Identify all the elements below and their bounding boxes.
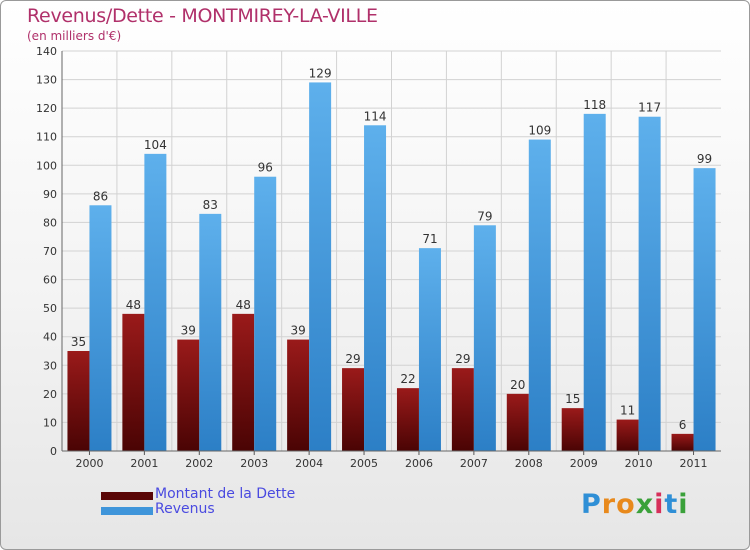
debt-bar [67,351,90,451]
y-axis-ticks: 0 10 20 30 40 50 60 70 80 90 100 110 120 130 140 [36,45,57,458]
debt-bar [561,408,584,451]
revenue-bar [89,205,112,451]
revenue-value-label: 79 [477,209,492,223]
revenue-bar [309,82,332,451]
debt-value-label: 6 [679,418,687,432]
revenue-bar [528,139,551,452]
y-tick-label: 90 [43,188,57,201]
debt-value-label: 35 [71,335,86,349]
chart-subtitle: (en milliers d'€) [27,29,122,43]
axes [61,51,721,452]
x-tick-label: 2000 [75,457,103,470]
revenue-bar [583,113,606,451]
y-tick-label: 20 [43,388,57,401]
debt-bar [451,368,474,451]
x-tick-label: 2002 [185,457,213,470]
x-tick-label: 2003 [240,457,268,470]
debt-bar [287,339,310,451]
legend-label-debt: Montant de la Dette [155,486,296,502]
y-tick-label: 130 [36,74,57,87]
grid-lines [62,50,721,452]
debt-bar [342,368,365,451]
x-tick-label: 2004 [295,457,323,470]
debt-bar [671,433,694,451]
revenue-value-label: 109 [528,124,551,138]
debt-bar [396,388,419,451]
x-tick-label: 2001 [130,457,158,470]
debt-bar [506,393,529,451]
y-tick-label: 40 [43,331,57,344]
legend-swatch-revenue [101,507,153,515]
revenue-bar [144,153,167,451]
y-tick-label: 0 [50,445,57,458]
revenue-bar [254,176,277,451]
revenue-bar [364,125,387,452]
debt-value-label: 48 [126,298,141,312]
chart-title: Revenus/Dette - MONTMIREY-LA-VILLE [27,5,378,27]
debt-value-label: 29 [345,352,360,366]
y-tick-label: 110 [36,131,57,144]
x-tick-label: 2005 [350,457,378,470]
revenue-value-label: 83 [203,198,218,212]
data-labels: 35 86 48 104 39 83 48 96 39 129 29 114 22 71 29 79 20 109… [71,66,712,431]
bars [67,82,716,452]
revenue-bar [418,248,441,451]
x-tick-label: 2011 [680,457,708,470]
debt-bar [616,419,639,451]
revenue-bar [473,225,496,451]
revenue-value-label: 71 [422,232,437,246]
revenue-bar [693,168,716,451]
y-tick-label: 30 [43,359,57,372]
x-tick-label: 2009 [570,457,598,470]
legend-swatch-debt [101,492,153,500]
x-tick-label: 2010 [625,457,653,470]
x-tick-label: 2008 [515,457,543,470]
y-tick-label: 80 [43,216,57,229]
y-tick-label: 10 [43,416,57,429]
revenue-value-label: 129 [309,66,332,80]
debt-bar [232,313,255,451]
debt-value-label: 11 [620,404,635,418]
debt-value-label: 15 [565,392,580,406]
y-tick-label: 140 [36,45,57,58]
debt-value-label: 20 [510,378,525,392]
x-tick-label: 2006 [405,457,433,470]
revenue-value-label: 114 [364,109,387,123]
revenue-bar [638,116,661,451]
revenue-value-label: 86 [93,189,108,203]
debt-value-label: 22 [400,372,415,386]
debt-bar [177,339,200,451]
debt-value-label: 39 [290,324,305,338]
revenue-value-label: 117 [638,101,661,115]
y-tick-label: 70 [43,245,57,258]
revenue-bar [199,213,222,451]
y-tick-label: 60 [43,274,57,287]
debt-bar [122,313,145,451]
y-tick-label: 50 [43,302,57,315]
y-tick-label: 100 [36,159,57,172]
proxiti-logo: Proxiti [581,489,689,520]
revenue-value-label: 118 [583,98,606,112]
debt-value-label: 39 [181,324,196,338]
debt-value-label: 29 [455,352,470,366]
revenue-value-label: 104 [144,138,167,152]
x-axis-ticks: 2000 2001 2002 2003 2004 2005 2006 2007 2008 2009… [75,451,708,470]
x-tick-label: 2007 [460,457,488,470]
y-tick-label: 120 [36,102,57,115]
revenue-value-label: 96 [258,161,273,175]
debt-value-label: 48 [236,298,251,312]
legend-label-revenue: Revenus [155,501,215,517]
revenue-value-label: 99 [697,152,712,166]
